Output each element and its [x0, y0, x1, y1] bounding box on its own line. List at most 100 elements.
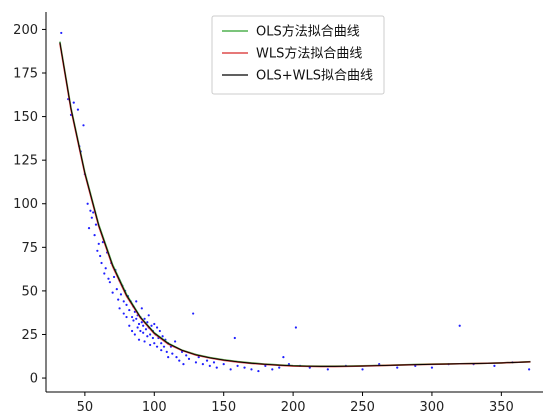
- scatter-point: [149, 343, 152, 347]
- scatter-point: [133, 333, 136, 336]
- scatter-point: [175, 356, 178, 359]
- scatter-point: [118, 307, 121, 310]
- y-tick-label: 150: [13, 110, 38, 125]
- scatter-point: [212, 361, 216, 364]
- scatter-layer: [60, 31, 531, 373]
- scatter-point: [112, 275, 116, 279]
- scatter-point: [208, 364, 211, 367]
- scatter-point: [215, 366, 218, 369]
- scatter-point: [205, 359, 209, 362]
- y-tick-label: 125: [13, 154, 38, 169]
- scatter-point: [72, 101, 75, 104]
- scatter-point: [142, 324, 145, 327]
- x-tick-label: 300: [420, 400, 445, 415]
- x-tick-label: 50: [77, 400, 94, 415]
- scatter-point: [60, 31, 63, 35]
- legend-label-3: OLS+WLS拟合曲线: [256, 69, 373, 84]
- scatter-point: [171, 352, 174, 355]
- scatter-point: [187, 357, 191, 360]
- scatter-point: [92, 211, 95, 214]
- scatter-point: [103, 272, 106, 275]
- scatter-point: [278, 366, 281, 369]
- scatter-point: [119, 293, 123, 296]
- scatter-point: [160, 349, 163, 352]
- legend-box: [211, 15, 385, 95]
- scatter-point: [201, 363, 204, 366]
- scatter-point: [125, 315, 128, 319]
- scatter-point: [167, 356, 170, 359]
- scatter-point: [128, 324, 131, 327]
- scatter-point: [100, 261, 103, 265]
- scatter-point: [257, 369, 260, 373]
- scatter-point: [430, 366, 434, 369]
- scatter-point: [194, 361, 198, 364]
- y-tick-label: 75: [21, 241, 38, 256]
- scatter-point: [153, 322, 156, 326]
- scatter-point: [130, 329, 134, 333]
- scatter-point: [82, 124, 85, 127]
- scatter-point: [143, 317, 146, 320]
- scatter-point: [282, 356, 285, 359]
- scatter-point: [128, 308, 131, 312]
- scatter-point: [158, 329, 161, 333]
- scatter-point: [153, 342, 156, 345]
- scatter-point: [160, 342, 163, 345]
- scatter-point: [229, 368, 232, 371]
- scatter-point: [111, 291, 114, 294]
- scatter-point: [264, 364, 267, 367]
- scatter-point: [125, 303, 128, 306]
- scatter-point: [182, 363, 185, 366]
- y-tick-label: 200: [13, 23, 38, 38]
- scatter-point: [143, 340, 146, 343]
- scatter-point: [122, 300, 125, 303]
- scatter-point: [185, 354, 188, 357]
- y-tick-label: 0: [30, 372, 38, 387]
- scatter-point: [146, 335, 149, 338]
- scatter-point: [142, 331, 145, 334]
- scatter-point: [76, 108, 80, 111]
- scatter-point: [90, 216, 93, 219]
- scatter-point: [493, 364, 496, 367]
- x-tick-label: 150: [211, 400, 236, 415]
- scatter-point: [155, 345, 159, 348]
- scatter-point: [146, 321, 149, 324]
- scatter-point: [155, 326, 159, 329]
- scatter-point: [192, 312, 195, 315]
- scatter-point: [528, 368, 531, 371]
- scatter-point: [137, 322, 141, 326]
- scatter-point: [197, 356, 200, 359]
- scatter-point: [250, 368, 253, 371]
- scatter-point: [104, 267, 107, 270]
- scatter-point: [161, 335, 164, 338]
- scatter-point: [93, 234, 96, 237]
- scatter-point: [87, 227, 91, 230]
- scatter-point: [174, 340, 177, 343]
- series-line-3: [59, 42, 531, 367]
- scatter-point: [294, 326, 297, 329]
- scatter-point: [140, 321, 143, 324]
- scatter-point: [117, 298, 120, 301]
- scatter-point: [144, 328, 148, 331]
- y-tick-label: 175: [13, 67, 38, 82]
- scatter-point: [458, 324, 461, 327]
- scatter-point: [107, 277, 110, 280]
- y-tick-label: 100: [13, 197, 38, 212]
- scatter-point: [97, 242, 100, 245]
- scatter-point: [89, 209, 92, 212]
- scatter-point: [135, 300, 138, 303]
- scatter-point: [99, 254, 102, 258]
- scatter-point: [149, 333, 152, 336]
- scatter-point: [140, 307, 143, 310]
- scatter-point: [222, 363, 225, 366]
- scatter-point: [135, 317, 138, 320]
- scatter-point: [162, 345, 166, 348]
- y-tick-label: 50: [21, 284, 38, 299]
- legend-label-2: WLS方法拟合曲线: [256, 46, 362, 62]
- x-tick-label: 350: [489, 400, 514, 415]
- x-tick-label: 200: [281, 400, 306, 415]
- scatter-point: [151, 336, 154, 340]
- scatter-point: [137, 338, 141, 341]
- scatter-point: [86, 202, 89, 205]
- scatter-point: [147, 314, 150, 317]
